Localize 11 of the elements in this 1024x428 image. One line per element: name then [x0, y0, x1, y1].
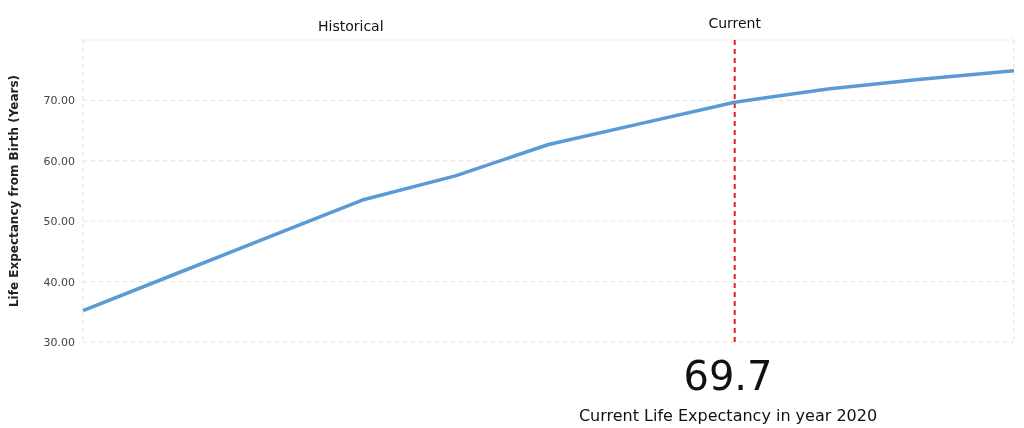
text: Current — [708, 15, 762, 31]
text: Current Life Expectancy in year 2020 — [577, 406, 879, 425]
y-tick-label: 40.00 — [43, 275, 75, 289]
y-tick-label: 70.00 — [43, 94, 75, 108]
text: 69.7 — [682, 353, 774, 399]
y-tick-label: 50.00 — [43, 215, 75, 229]
text: Historical — [318, 18, 384, 34]
y-tick-label: 30.00 — [43, 335, 75, 349]
y-tick-label: 60.00 — [43, 154, 75, 168]
line-series — [81, 69, 1016, 313]
y-axis-title: Life Expectancy from Birth (Years) — [7, 74, 22, 308]
